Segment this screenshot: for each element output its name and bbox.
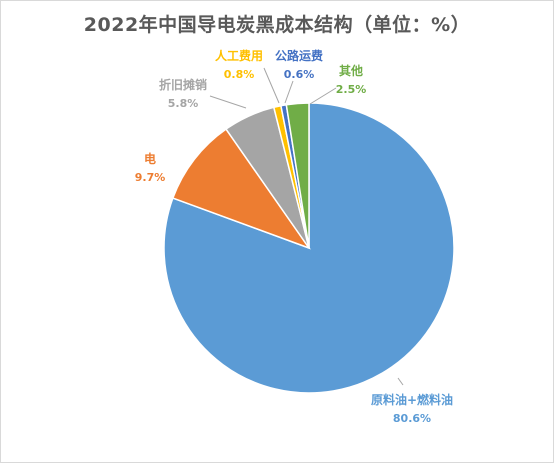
leader-line-5: [309, 87, 337, 105]
slice-label-name-1: 电: [144, 151, 156, 166]
slice-label-value-4: 0.6%: [284, 68, 315, 81]
slice-label-name-0: 原料油+燃料油: [371, 392, 453, 407]
leader-line-3: [263, 67, 280, 104]
slice-label-name-5: 其他: [339, 63, 363, 78]
leader-line-2: [209, 95, 247, 109]
slice-label-name-3: 人工费用: [215, 48, 263, 63]
chart-title: 2022年中国导电炭黑成本结构（单位：%）: [83, 14, 471, 36]
slice-label-value-5: 2.5%: [336, 83, 367, 96]
slice-label-value-3: 0.8%: [224, 68, 255, 81]
slice-label-value-2: 5.8%: [168, 97, 199, 110]
leader-line-4: [284, 80, 294, 104]
slice-label-name-4: 公路运费: [275, 48, 323, 63]
slice-label-name-2: 折旧摊销: [159, 77, 207, 92]
pie-slice-1: [171, 128, 311, 250]
leader-line-0: [397, 377, 404, 386]
slice-label-value-1: 9.7%: [135, 171, 166, 184]
pie-slice-5: [285, 102, 310, 249]
slice-label-value-0: 80.6%: [393, 412, 431, 425]
